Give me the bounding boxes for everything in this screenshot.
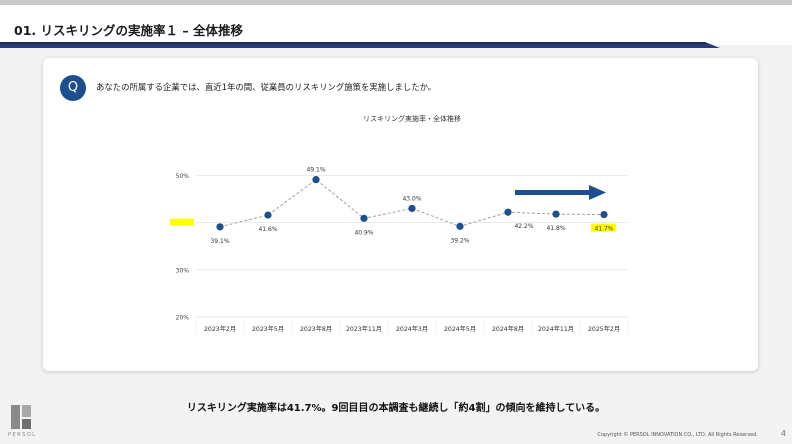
brand-name: PERSOL: [8, 432, 37, 438]
data-label: 43.0%: [402, 195, 421, 202]
x-tick-label: 2023年2月: [204, 325, 236, 333]
data-label: 41.7%: [594, 226, 613, 233]
page-number: 4: [780, 429, 786, 438]
x-tick-label: 2023年11月: [346, 325, 382, 333]
y-tick-label: 30%: [176, 267, 190, 274]
trend-arrow-shaft: [515, 190, 591, 195]
x-tick-label: 2023年8月: [300, 325, 332, 333]
data-point: [600, 210, 608, 219]
data-label: 41.6%: [258, 226, 277, 233]
data-label: 42.2%: [514, 223, 533, 230]
copyright: Copyright © PERSOL INNOVATION CO., LTD. …: [597, 432, 758, 438]
data-label: 49.1%: [306, 167, 325, 174]
data-label: 39.1%: [210, 238, 229, 245]
trend-arrow-icon: [589, 185, 606, 200]
data-label: 39.2%: [450, 237, 469, 244]
data-point: [408, 204, 416, 213]
data-label: 41.8%: [546, 225, 565, 232]
data-point: [360, 214, 368, 222]
question-text: あなたの所属する企業では、直近1年の間、従業員のリスキリング施策を実施しましたか…: [96, 82, 437, 92]
y-tick-label: 20%: [176, 315, 190, 322]
data-point: [552, 210, 560, 218]
x-tick-label: 2024年11月: [538, 325, 574, 333]
x-tick-label: 2025年2月: [588, 325, 620, 333]
y-tick-label: 50%: [176, 173, 190, 180]
highlight-latest: [591, 223, 616, 232]
question-card: [43, 58, 758, 371]
data-point: [456, 222, 464, 230]
series-line: [219, 179, 605, 228]
x-tick-label: 2024年5月: [444, 325, 476, 333]
data-label: 40.9%: [354, 229, 373, 236]
summary-text: リスキリング実施率は41.7%。9回目目の本調査も継続し「約4割」の傾向を維持し…: [186, 403, 606, 414]
data-point: [504, 208, 512, 216]
persol-logo: [11, 405, 31, 429]
data-point: [312, 176, 320, 184]
top-strip: [0, 0, 792, 5]
x-tick-label: 2024年3月: [396, 325, 428, 333]
x-tick-label: 2023年5月: [252, 325, 284, 333]
header: 01. リスキリングの実施率１ – 全体推移: [0, 5, 792, 45]
x-tick-label: 2024年8月: [492, 325, 524, 333]
chart-title: リスキリング実施率・全体推移: [363, 114, 461, 123]
data-point: [264, 211, 272, 219]
data-point: [216, 223, 224, 231]
page-title: 01. リスキリングの実施率１ – 全体推移: [14, 23, 243, 38]
highlight-40pct: [170, 218, 194, 226]
header-accent-bar: [0, 42, 720, 48]
question-badge: Q: [60, 75, 86, 101]
